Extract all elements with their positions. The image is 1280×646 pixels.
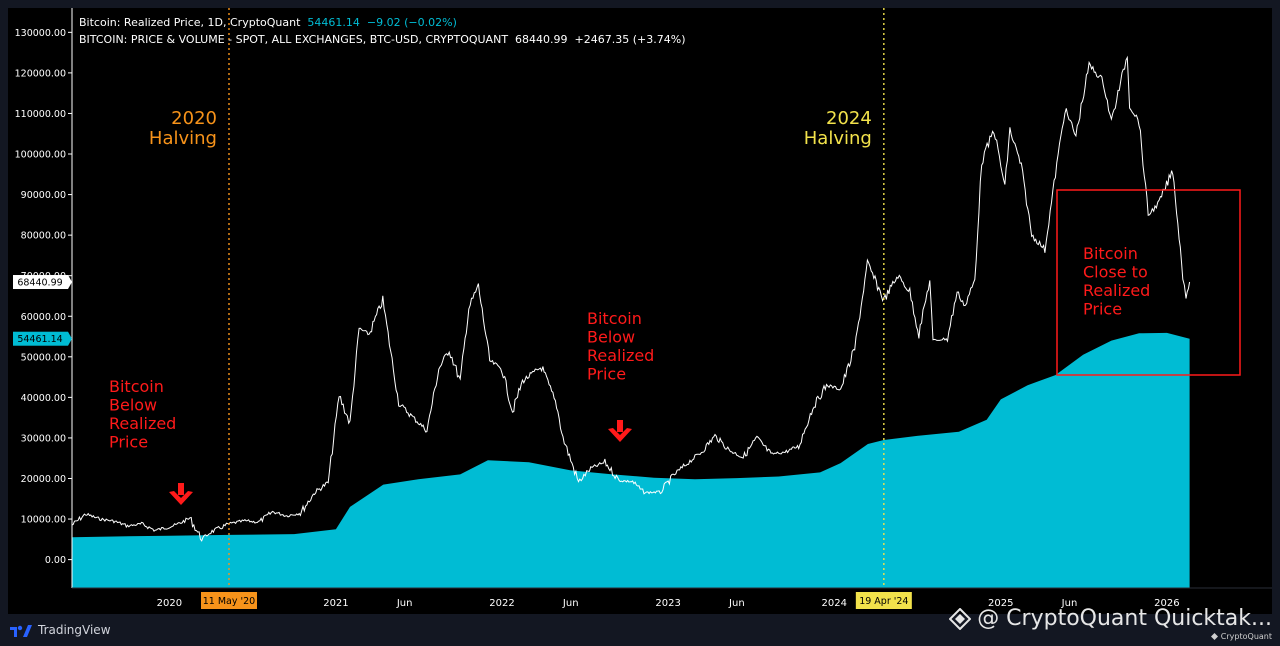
annotation-text-line: Price (109, 433, 148, 452)
legend-realized-value: 54461.14 (307, 16, 360, 29)
halving-label-word: Halving (804, 128, 872, 149)
legend-realized-price: Bitcoin: Realized Price, 1D, CryptoQuant… (79, 16, 457, 29)
halving-date-badge-bg (855, 592, 912, 609)
halving-date-badge: 19 Apr '24 (859, 596, 908, 607)
legend-btc-name: BITCOIN: PRICE & VOLUME - SPOT, ALL EXCH… (79, 33, 509, 46)
cryptoquant-small-logo: CryptoQuant (1210, 632, 1272, 641)
watermark-text: @ CryptoQuant Quicktak... (977, 606, 1272, 631)
last-price-label: 68440.99 (17, 278, 62, 289)
arrow-shaft (617, 420, 623, 432)
legend-realized-change: −9.02 (−0.02%) (366, 16, 457, 29)
x-tick-label: Jun (562, 598, 579, 609)
y-tick-label: 50000.00 (21, 352, 66, 363)
y-tick-label: 130000.00 (15, 28, 66, 39)
y-tick-label: 60000.00 (21, 312, 66, 323)
halving-label-year: 2020 (171, 108, 217, 129)
y-tick-label: 80000.00 (21, 231, 66, 242)
y-tick-label: 120000.00 (15, 68, 66, 79)
annotation-text-line: Realized (587, 346, 654, 365)
x-tick-label: 2023 (655, 598, 680, 609)
annotation-text-line: Bitcoin (587, 309, 642, 328)
x-axis-band (72, 589, 1272, 614)
y-tick-label: 90000.00 (21, 190, 66, 201)
last-price-label-bg (13, 275, 68, 290)
halving-label-year: 2024 (826, 108, 872, 129)
annotation-text-line: Below (587, 328, 635, 347)
y-tick-label: 0.00 (45, 555, 66, 566)
y-tick-label: 40000.00 (21, 393, 66, 404)
last-realized-label-bg (13, 331, 68, 346)
watermark-small-text: CryptoQuant (1220, 632, 1272, 641)
x-tick-label: 2021 (323, 598, 348, 609)
legend-btc-change: +2467.35 (+3.74%) (574, 33, 686, 46)
y-tick-label: 30000.00 (21, 433, 66, 444)
legend-btc-price: BITCOIN: PRICE & VOLUME - SPOT, ALL EXCH… (79, 33, 686, 46)
halving-date-badge-bg (200, 592, 257, 609)
cryptoquant-diamond-icon (949, 607, 972, 630)
last-realized-label: 54461.14 (17, 334, 62, 345)
tradingview-brand[interactable]: TradingView (10, 620, 111, 640)
last-price-label-pointer (68, 275, 72, 290)
legend-btc-value: 68440.99 (515, 33, 568, 46)
x-tick-label: 2025 (988, 598, 1013, 609)
realized-price-area (72, 332, 1190, 588)
y-tick-label: 100000.00 (15, 150, 66, 161)
arrow-shaft (178, 483, 184, 495)
arrow-head (169, 491, 193, 505)
highlight-box (1056, 189, 1241, 376)
x-tick-label: 2026 (1154, 598, 1179, 609)
annotation-text-line: Realized (109, 414, 176, 433)
last-realized-label-pointer (68, 331, 72, 346)
annotation-text-line: Price (1083, 300, 1122, 319)
annotation-text-line: Below (109, 396, 157, 415)
cryptoquant-small-icon (1210, 633, 1218, 640)
x-tick-label: 2022 (489, 598, 514, 609)
x-tick-label: Jun (396, 598, 413, 609)
cryptoquant-watermark: @ CryptoQuant Quicktak... (949, 606, 1272, 631)
annotation-text-line: Close to (1083, 263, 1148, 282)
x-tick-label: Jun (728, 598, 745, 609)
x-tick-label: 2024 (822, 598, 847, 609)
x-tick-label: 2020 (157, 598, 182, 609)
tradingview-logo-icon (10, 625, 32, 637)
y-tick-label: 10000.00 (21, 515, 66, 526)
annotation-text-line: Price (587, 365, 626, 384)
annotation-text-line: Bitcoin (1083, 244, 1138, 263)
y-tick-label: 110000.00 (15, 109, 66, 120)
down-arrow-icon (608, 420, 632, 442)
halving-date-badge: 11 May '20 (203, 596, 255, 607)
down-arrow-icon (169, 483, 193, 505)
y-tick-label: 20000.00 (21, 474, 66, 485)
annotation-text-line: Bitcoin (109, 377, 164, 396)
x-tick-label: Jun (1061, 598, 1078, 609)
annotation-text-line: Realized (1083, 281, 1150, 300)
arrow-head (608, 428, 632, 442)
legend-realized-name: Bitcoin: Realized Price, 1D, CryptoQuant (79, 16, 301, 29)
btc-price-line (71, 55, 1191, 542)
halving-label-word: Halving (149, 128, 217, 149)
tradingview-label: TradingView (38, 623, 111, 637)
